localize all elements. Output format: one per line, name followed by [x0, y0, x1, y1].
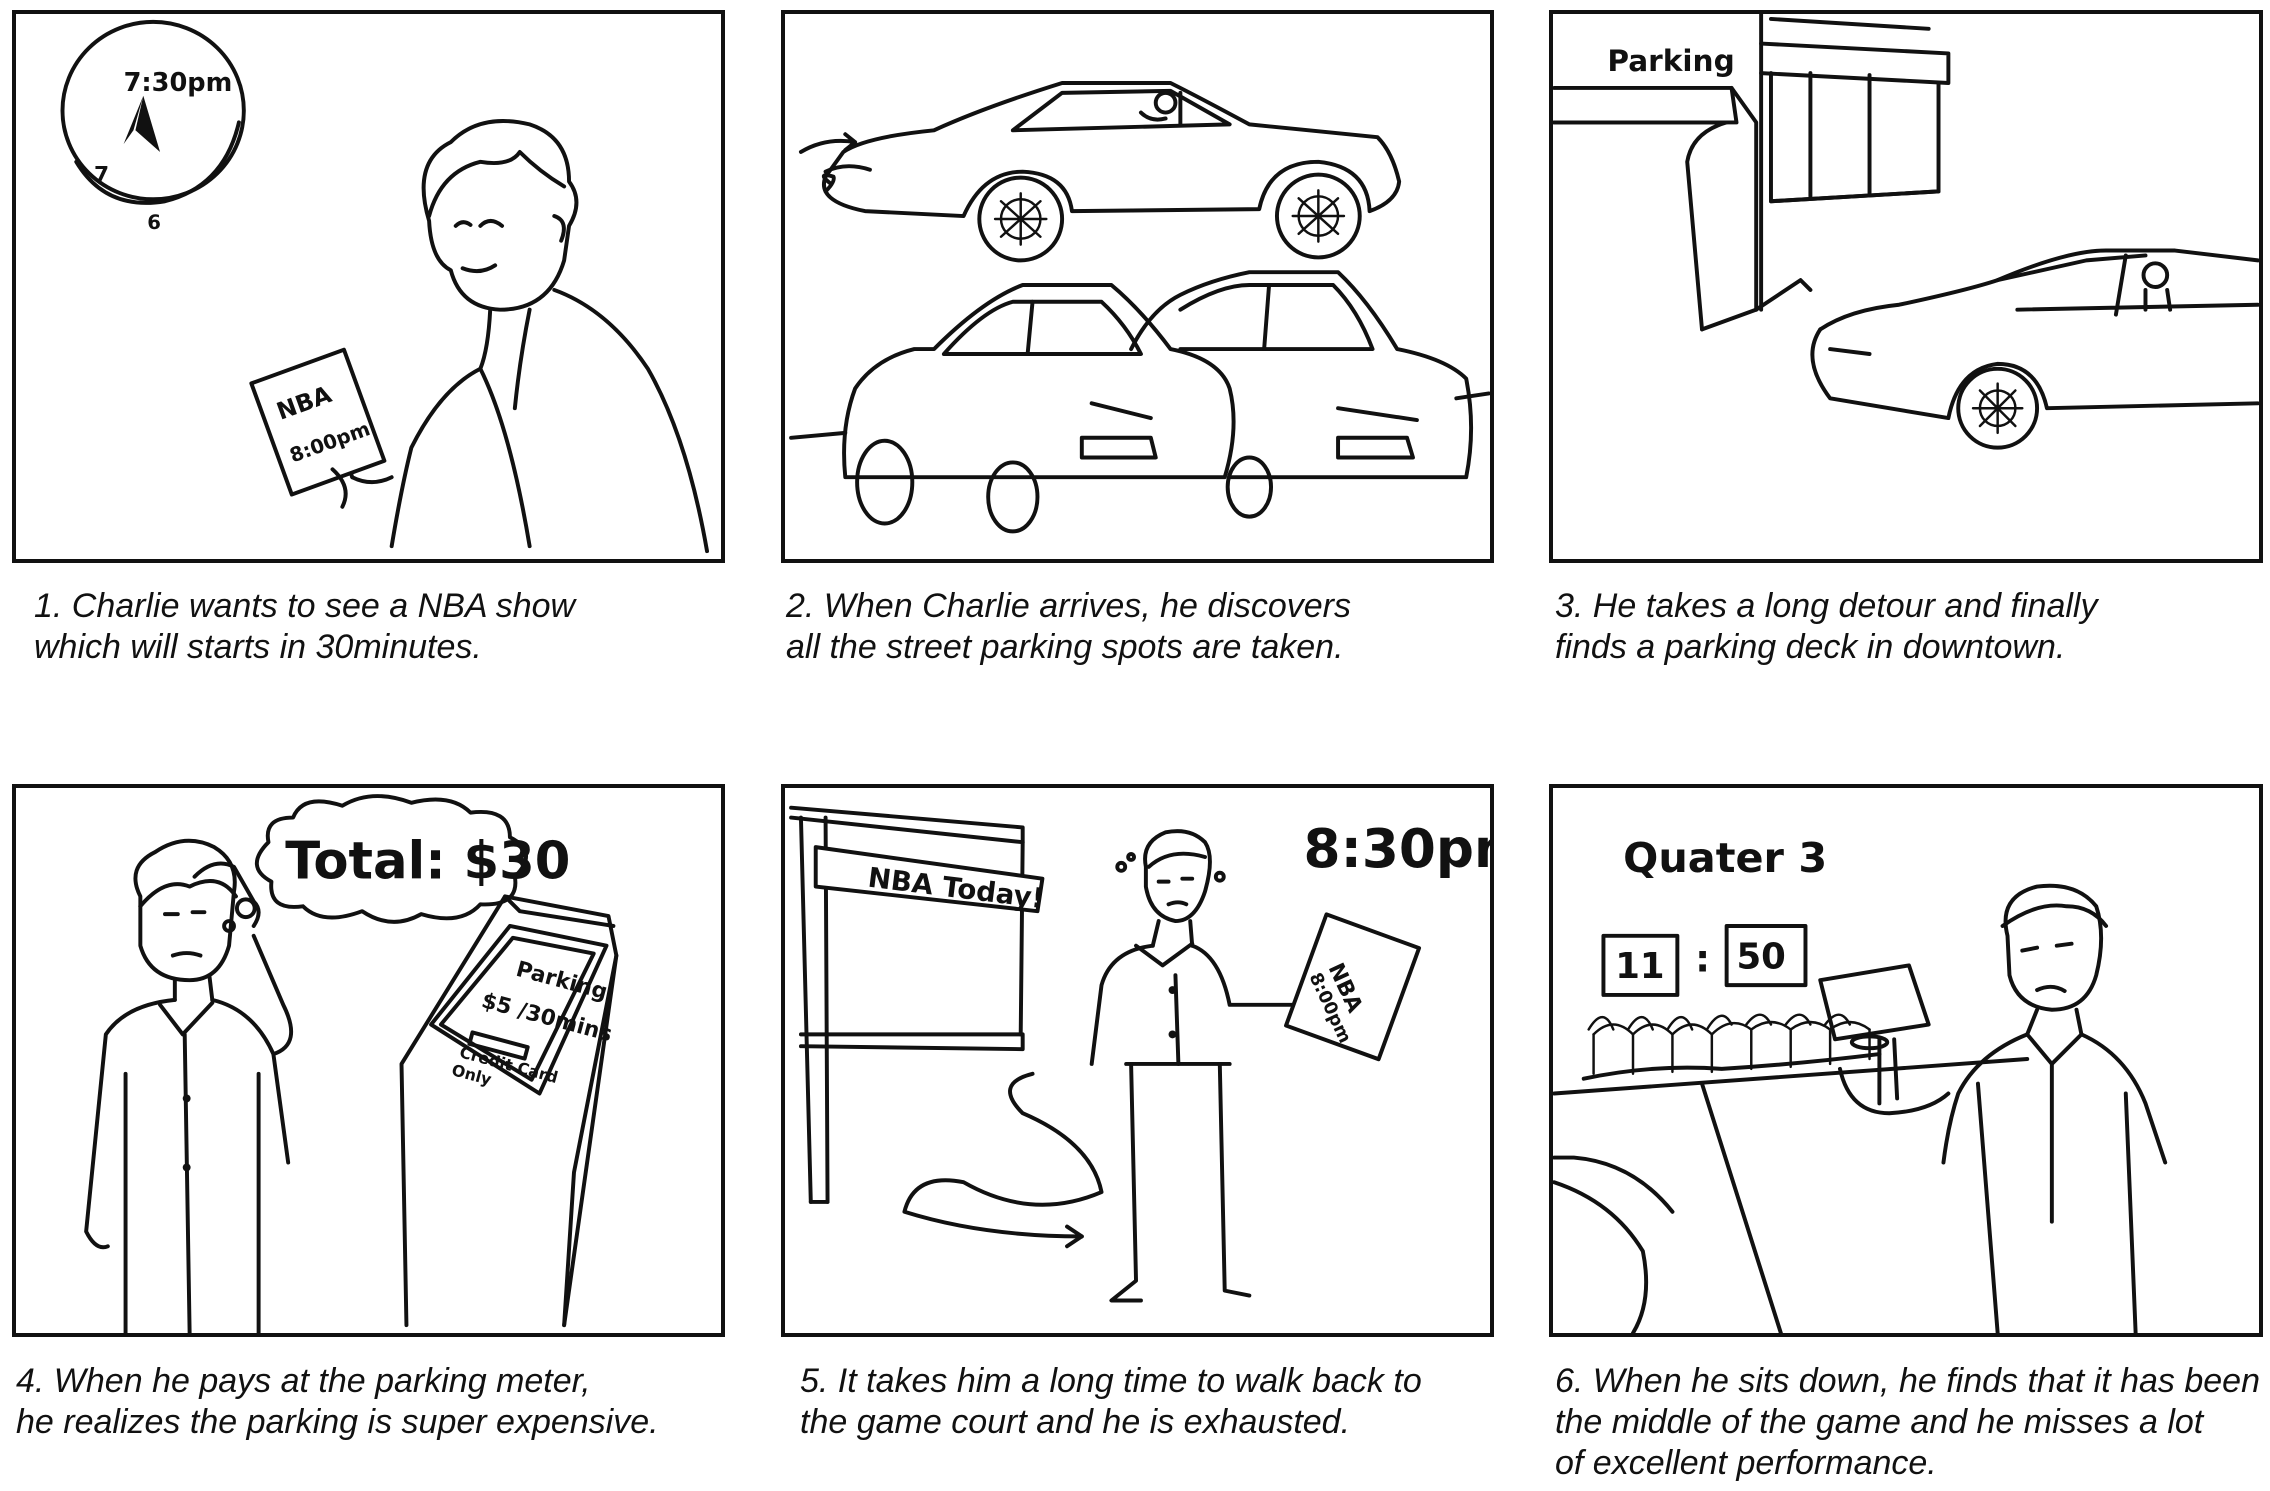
sad-man-figure: [1941, 883, 2168, 1333]
panel-6-caption: 6. When he sits down, he finds that it h…: [1555, 1361, 2260, 1484]
panel-5-caption-line-1: 5. It takes him a long time to walk back…: [800, 1362, 1422, 1400]
backboard: [1818, 963, 1931, 1042]
panel-2-caption: 2. When Charlie arrives, he discovers al…: [786, 586, 1351, 668]
panel-6-caption-line-2: the middle of the game and he misses a l…: [1555, 1403, 2204, 1441]
clock-time-label: 7:30pm: [124, 68, 233, 98]
nba-ticket: NBA 8:00pm: [249, 347, 387, 497]
panel-6-caption-line-1: 6. When he sits down, he finds that it h…: [1555, 1362, 2260, 1400]
parking-deck: Parking: [1553, 14, 1951, 332]
storyboard-panel-4: Total: $30 Parking $5: [12, 784, 725, 1337]
panel-3-caption: 3. He takes a long detour and finally fi…: [1555, 586, 2097, 668]
panel-2-caption-line-2: all the street parking spots are taken.: [786, 628, 1344, 666]
score-minutes: 11: [1615, 946, 1664, 987]
quarter-text: Quater 3: [1623, 834, 1827, 882]
panel-5-caption: 5. It takes him a long time to walk back…: [800, 1361, 1422, 1443]
man-figure: [84, 838, 294, 1333]
scoreboard: 11 : 50: [1601, 924, 1808, 997]
parked-car-left: [842, 283, 1236, 534]
panel-6-caption-line-3: of excellent performance.: [1555, 1444, 1937, 1482]
panel-3-caption-line-2: finds a parking deck in downtown.: [1555, 628, 2066, 666]
storyboard-panel-1: 7:30pm 7 6 NBA 8:00pm: [12, 10, 725, 563]
panel-1-caption: 1. Charlie wants to see a NBA show which…: [34, 586, 575, 668]
panel-1-caption-line-2: which will starts in 30minutes.: [34, 628, 482, 666]
panel-4-caption: 4. When he pays at the parking meter, he…: [16, 1361, 659, 1443]
clock-numeral-6: 6: [147, 211, 161, 234]
panel-5-caption-line-2: the game court and he is exhausted.: [800, 1403, 1351, 1441]
wall-clock: 7:30pm 7 6: [60, 19, 246, 234]
score-separator: :: [1695, 936, 1710, 980]
parked-car-right: [1129, 270, 1474, 519]
clock-numeral-7: 7: [94, 163, 109, 188]
panel-3-illustration: Parking: [1553, 14, 2259, 450]
score-seconds: 50: [1736, 936, 1785, 977]
moving-car: [798, 81, 1402, 263]
panel-2-caption-line-1: 2. When Charlie arrives, he discovers: [786, 587, 1352, 625]
storyboard-panel-3: Parking: [1549, 10, 2263, 563]
panel-4-illustration: Total: $30 Parking $5: [84, 794, 619, 1333]
walking-path: [902, 1071, 1104, 1239]
panel-4-caption-line-2: he realizes the parking is super expensi…: [16, 1403, 659, 1441]
parking-sign-text: Parking: [1607, 44, 1734, 78]
panel-3-caption-line-1: 3. He takes a long detour and finally: [1555, 587, 2098, 625]
parking-meter: Parking $5 /30mins Credit Card Only: [399, 894, 619, 1328]
basketball-court: [1553, 963, 2030, 1333]
car-with-driver: [1810, 248, 2259, 450]
bubble-total-text: Total: $30: [285, 832, 570, 892]
panel-1-caption-line-1: 1. Charlie wants to see a NBA show: [34, 587, 576, 625]
panel-6-illustration: Quater 3 11 : 50: [1553, 834, 2168, 1333]
nba-ticket: NBA 8:00pm: [1284, 912, 1422, 1062]
storyboard-panel-5: NBA Today! 8:30pm NBA 8:00pm: [781, 784, 1494, 1337]
time-text: 8:30pm: [1304, 818, 1490, 880]
tired-man-figure: [1089, 829, 1301, 1303]
panel-4-caption-line-1: 4. When he pays at the parking meter,: [16, 1362, 591, 1400]
storyboard-panel-6: Quater 3 11 : 50: [1549, 784, 2263, 1337]
panel-5-illustration: NBA Today! 8:30pm NBA 8:00pm: [789, 805, 1490, 1303]
arena-entrance: NBA Today!: [789, 805, 1046, 1204]
thought-bubble: Total: $30: [222, 794, 570, 933]
panel-1-illustration: 7:30pm 7 6 NBA 8:00pm: [60, 19, 710, 554]
panel-2-illustration: [789, 81, 1490, 534]
storyboard-panel-2: [781, 10, 1494, 563]
man-figure: [332, 119, 710, 554]
crowd: [1581, 1013, 1882, 1081]
